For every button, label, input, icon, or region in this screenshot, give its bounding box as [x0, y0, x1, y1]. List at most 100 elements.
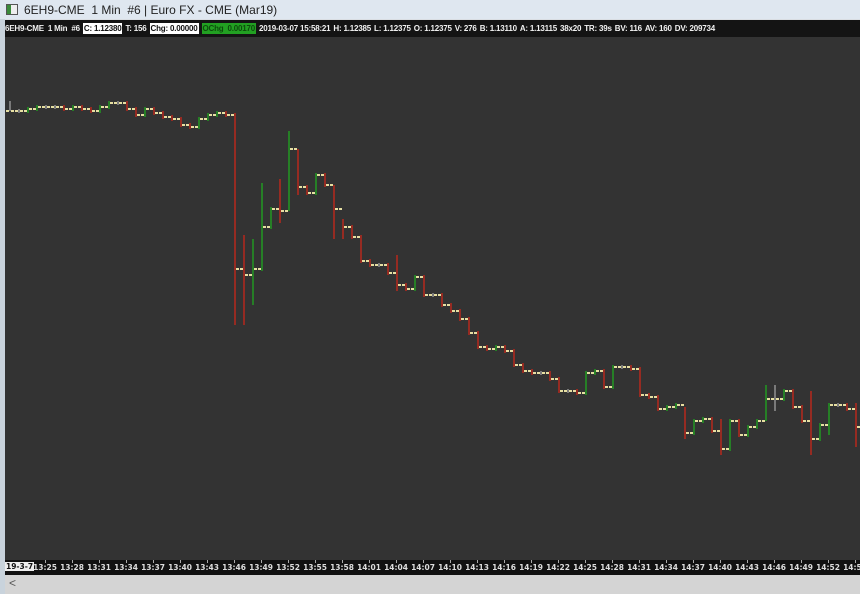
ohlc-bar [852, 403, 860, 447]
horizontal-scrollbar[interactable]: < [5, 575, 860, 594]
ohlc-bar [204, 113, 212, 121]
ohlc-bar [366, 259, 374, 267]
ohlc-bar [456, 309, 464, 321]
window-icon [6, 4, 18, 15]
ohlc-bar [510, 349, 518, 367]
axis-time-label: 13:28 [60, 563, 84, 572]
ask-price: A: 1.13115 [519, 24, 557, 33]
axis-tick [504, 560, 505, 563]
bid-price: B: 1.13110 [479, 24, 517, 33]
axis-time-label: 14:13 [465, 563, 489, 572]
ohlc-bar [96, 105, 104, 113]
ohlc-bar [150, 107, 158, 115]
axis-tick [423, 560, 424, 563]
ohlc-bar [465, 317, 473, 335]
quote-info-bar: 6EH9-CME 1 Min #6 C: 1.12380 T: 156 Chg:… [5, 20, 860, 37]
ohlc-bar [285, 131, 293, 212]
axis-time-label: 14:07 [411, 563, 435, 572]
scroll-left-arrow-icon[interactable]: < [9, 576, 17, 590]
ohlc-bar [825, 403, 833, 435]
axis-time-label: 14:55 [843, 563, 860, 572]
open-change-value: OChg 0.00170 [201, 23, 257, 34]
axis-time-label: 14:28 [600, 563, 624, 572]
ohlc-bar [213, 111, 221, 117]
bid-volume: BV: 116 [614, 24, 642, 33]
axis-time-label: 14:43 [735, 563, 759, 572]
axis-tick [99, 560, 100, 563]
ohlc-bar [132, 107, 140, 117]
ohlc-bar [600, 369, 608, 389]
axis-time-label: 13:55 [303, 563, 327, 572]
axis-time-label: 13:34 [114, 563, 138, 572]
axis-time-label: 14:04 [384, 563, 408, 572]
ohlc-bar [483, 345, 491, 351]
axis-tick [585, 560, 586, 563]
ohlc-bar [420, 275, 428, 297]
ohlc-bar [582, 371, 590, 395]
ohlc-bar [645, 393, 653, 399]
ohlc-bar [762, 385, 770, 422]
ohlc-bar [42, 105, 50, 109]
ohlc-bar [780, 389, 788, 401]
open-price: O: 1.12375 [413, 24, 452, 33]
ohlc-bar [177, 117, 185, 127]
ohlc-bar [744, 425, 752, 437]
ohlc-bar [429, 293, 437, 297]
ohlc-bar [312, 173, 320, 195]
price-chart[interactable] [5, 37, 860, 560]
axis-tick [693, 560, 694, 563]
ohlc-bar [240, 235, 248, 325]
axis-tick [666, 560, 667, 563]
axis-tick [288, 560, 289, 563]
ohlc-bar [618, 365, 626, 369]
window-title-bar: 6EH9-CME 1 Min #6 | Euro FX - CME (Mar19… [0, 0, 860, 19]
ohlc-bar [627, 365, 635, 371]
ohlc-bar [195, 117, 203, 129]
ohlc-bar [411, 275, 419, 291]
axis-tick [477, 560, 478, 563]
ohlc-bar [348, 225, 356, 239]
ohlc-bar [159, 111, 167, 119]
ohlc-bar [690, 419, 698, 435]
ohlc-bar [654, 395, 662, 411]
axis-time-label: 14:16 [492, 563, 516, 572]
ohlc-bar [474, 331, 482, 349]
ohlc-bar [672, 403, 680, 409]
bid-ask-size: 38x20 [560, 24, 582, 33]
ohlc-bar [708, 417, 716, 433]
ohlc-bar [384, 263, 392, 275]
axis-tick [396, 560, 397, 563]
ohlc-bar [69, 105, 77, 111]
ohlc-bar [537, 371, 545, 375]
ohlc-bar [339, 208, 347, 239]
axis-time-label: 13:25 [33, 563, 57, 572]
ohlc-bar [321, 173, 329, 187]
ohlc-bar [222, 111, 230, 117]
axis-time-label: 14:31 [627, 563, 651, 572]
ohlc-bar [123, 101, 131, 111]
tick-count: T: 156 [125, 24, 147, 33]
ohlc-bar [564, 389, 572, 393]
ohlc-bar [735, 419, 743, 437]
axis-tick [558, 560, 559, 563]
ohlc-bar [105, 101, 113, 109]
axis-time-label: 14:52 [816, 563, 840, 572]
ohlc-bar [555, 377, 563, 393]
axis-time-label: 13:31 [87, 563, 111, 572]
ohlc-bar [789, 389, 797, 409]
axis-tick [612, 560, 613, 563]
ohlc-bar [402, 283, 410, 291]
ohlc-bar [636, 367, 644, 397]
ohlc-bar [303, 185, 311, 195]
ohlc-bar [87, 107, 95, 113]
axis-time-label: 14:10 [438, 563, 462, 572]
volume: V: 276 [454, 24, 477, 33]
ohlc-bar [60, 105, 68, 111]
ohlc-bar [753, 419, 761, 429]
daily-volume: DV: 209734 [674, 24, 716, 33]
axis-time-label: 14:25 [573, 563, 597, 572]
ohlc-bar [447, 303, 455, 313]
ohlc-bar [663, 405, 671, 411]
ohlc-bar [258, 183, 266, 271]
ohlc-bar [15, 109, 23, 113]
